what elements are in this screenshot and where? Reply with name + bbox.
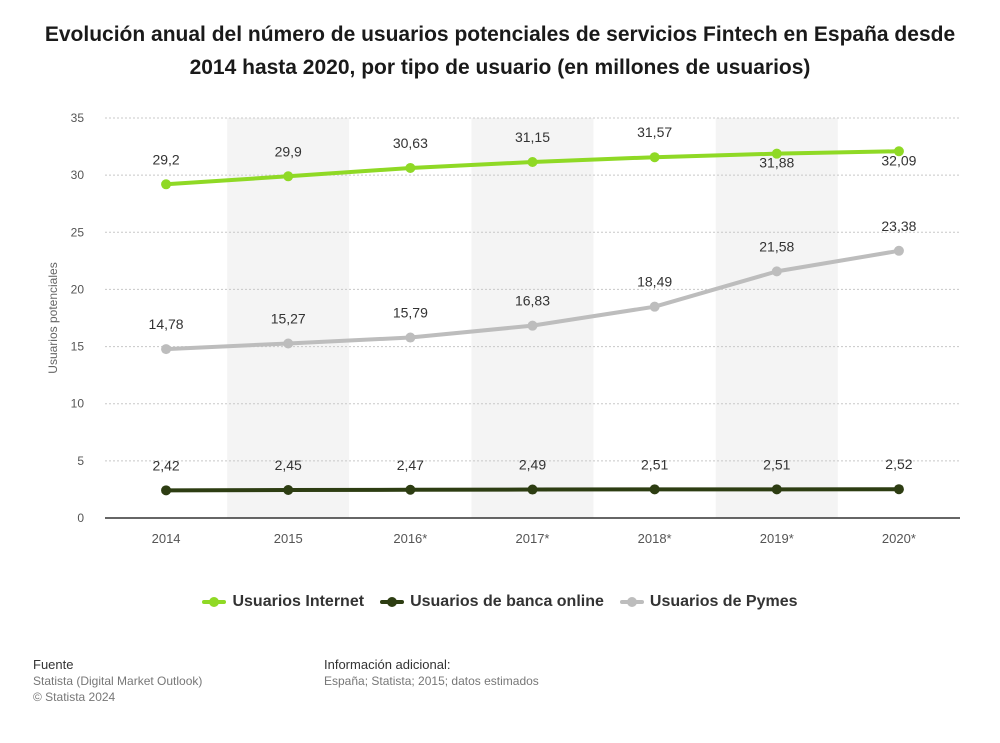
data-label-0-0: 29,2 — [152, 151, 179, 167]
data-label-2-1: 15,27 — [271, 310, 306, 326]
data-label-0-3: 31,15 — [515, 129, 550, 145]
data-label-0-6: 32,09 — [881, 152, 916, 168]
band-5 — [715, 118, 838, 518]
data-label-1-4: 2,51 — [641, 456, 668, 472]
y-tick-label-20: 20 — [71, 282, 85, 296]
data-point-2-4 — [649, 301, 660, 312]
data-point-0-1 — [283, 171, 294, 182]
x-tick-label-1: 2015 — [274, 531, 303, 546]
data-point-1-2 — [405, 484, 416, 495]
data-label-2-2: 15,79 — [393, 305, 428, 321]
data-point-0-4 — [649, 152, 660, 163]
data-label-1-0: 2,42 — [152, 457, 179, 473]
legend-item-usuarios-pymes[interactable]: Usuarios de Pymes — [619, 593, 798, 611]
data-label-2-6: 23,38 — [881, 218, 916, 234]
band-1 — [227, 118, 350, 518]
data-label-0-4: 31,57 — [637, 124, 672, 140]
y-tick-label-0: 0 — [77, 511, 84, 525]
additional-info-text: España; Statista; 2015; datos estimados — [324, 674, 539, 688]
band-6 — [837, 118, 960, 518]
data-point-2-0 — [161, 344, 172, 355]
x-tick-label-4: 2018* — [638, 531, 672, 546]
data-label-1-2: 2,47 — [397, 457, 424, 473]
copyright-text: © Statista 2024 — [33, 690, 116, 704]
data-label-1-3: 2,49 — [519, 457, 546, 473]
source-heading: Fuente — [33, 657, 74, 672]
data-label-2-5: 21,58 — [759, 238, 794, 254]
data-label-1-1: 2,45 — [275, 457, 302, 473]
data-point-1-6 — [893, 484, 904, 495]
data-point-1-1 — [283, 485, 294, 495]
data-point-2-5 — [771, 266, 782, 277]
line-chart: 0 5 10 15 20 25 30 35 2014 2015 2016* 2017* 2018* 201… — [46, 111, 960, 546]
data-point-1-0 — [161, 485, 172, 496]
x-tick-label-3: 2017* — [516, 531, 550, 546]
legend-swatch-usuarios-internet — [202, 597, 227, 607]
band-4 — [593, 118, 716, 518]
data-point-1-3 — [527, 484, 538, 495]
data-point-2-3 — [527, 320, 538, 331]
x-tick-label-2: 2016* — [393, 531, 427, 546]
chart-title: Evolución anual del número de usuarios p… — [44, 23, 956, 79]
x-tick-label-0: 2014 — [152, 531, 181, 546]
data-point-2-6 — [893, 245, 904, 256]
data-point-0-6 — [893, 146, 904, 157]
chart-legend: Usuarios Internet Usuarios de banca onli… — [0, 593, 1000, 611]
data-label-0-5: 31,88 — [759, 155, 794, 171]
data-point-0-3 — [527, 157, 538, 167]
y-tick-label-25: 25 — [71, 225, 85, 239]
data-label-2-0: 14,78 — [149, 316, 184, 332]
data-point-0-2 — [405, 162, 416, 173]
y-tick-label-5: 5 — [77, 454, 84, 468]
data-point-0-0 — [161, 179, 172, 190]
data-point-2-2 — [405, 332, 416, 343]
legend-swatch-usuarios-pymes — [619, 597, 644, 607]
source-text: Statista (Digital Market Outlook) — [33, 674, 203, 688]
legend-item-usuarios-internet[interactable]: Usuarios Internet — [202, 593, 364, 611]
x-tick-label-6: 2020* — [882, 531, 916, 546]
data-point-2-1 — [283, 338, 294, 349]
legend-label-usuarios-internet: Usuarios Internet — [232, 593, 365, 610]
data-label-1-6: 2,52 — [885, 456, 912, 472]
source-block: Fuente Statista (Digital Market Outlook)… — [33, 657, 202, 705]
y-axis-title: Usuarios potenciales — [46, 262, 60, 373]
additional-info-heading: Información adicional: — [324, 657, 451, 672]
data-label-1-5: 2,51 — [763, 456, 790, 472]
y-tick-label-30: 30 — [71, 168, 85, 182]
y-tick-label-35: 35 — [71, 111, 85, 125]
legend-item-usuarios-banca-online[interactable]: Usuarios de banca online — [380, 593, 604, 611]
data-label-0-1: 29,9 — [275, 143, 302, 159]
legend-label-usuarios-pymes: Usuarios de Pymes — [649, 593, 798, 610]
data-label-0-2: 30,63 — [393, 135, 428, 151]
data-label-2-3: 16,83 — [515, 293, 550, 309]
data-point-0-5 — [771, 148, 782, 159]
legend-swatch-usuarios-banca-online — [380, 597, 405, 607]
y-tick-label-10: 10 — [71, 397, 85, 411]
x-tick-label-5: 2019* — [760, 531, 794, 546]
band-2 — [349, 118, 472, 518]
y-tick-label-15: 15 — [71, 340, 85, 354]
data-point-1-4 — [649, 484, 660, 495]
data-point-1-5 — [771, 484, 782, 495]
data-label-2-4: 18,49 — [637, 274, 672, 290]
legend-label-usuarios-banca-online: Usuarios de banca online — [410, 593, 604, 610]
additional-info-block: Información adicional: España; Statista;… — [324, 657, 539, 689]
